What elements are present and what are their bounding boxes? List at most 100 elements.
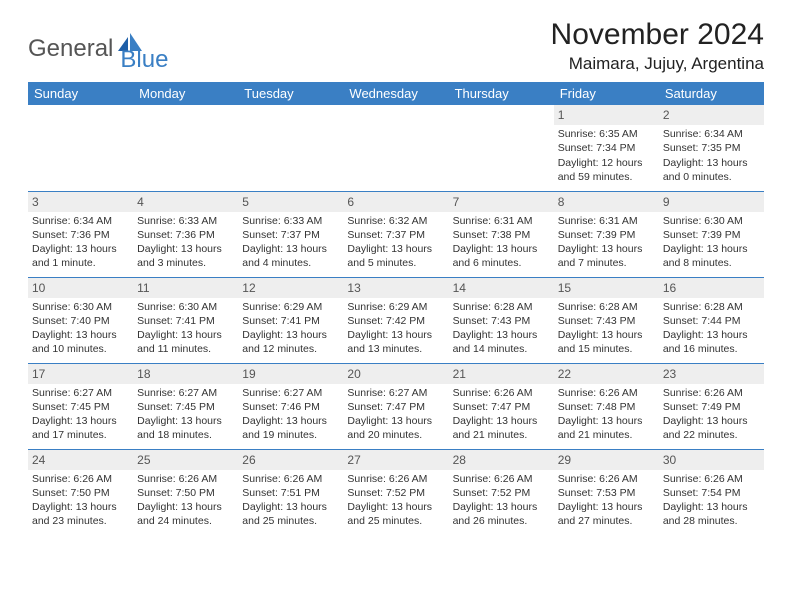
- daylight-text: Daylight: 13 hours: [32, 328, 129, 342]
- sunset-text: Sunset: 7:38 PM: [453, 228, 550, 242]
- day-number: 4: [133, 192, 238, 212]
- day-details: Sunrise: 6:26 AMSunset: 7:54 PMDaylight:…: [663, 472, 760, 529]
- weekday-header: Sunday: [28, 82, 133, 105]
- daylight-text: and 19 minutes.: [242, 428, 339, 442]
- daylight-text: Daylight: 12 hours: [558, 156, 655, 170]
- day-details: Sunrise: 6:26 AMSunset: 7:49 PMDaylight:…: [663, 386, 760, 443]
- day-details: Sunrise: 6:26 AMSunset: 7:50 PMDaylight:…: [32, 472, 129, 529]
- daylight-text: and 4 minutes.: [242, 256, 339, 270]
- calendar-day-cell: 12Sunrise: 6:29 AMSunset: 7:41 PMDayligh…: [238, 277, 343, 363]
- day-details: Sunrise: 6:29 AMSunset: 7:41 PMDaylight:…: [242, 300, 339, 357]
- calendar-day-cell: 27Sunrise: 6:26 AMSunset: 7:52 PMDayligh…: [343, 449, 448, 535]
- day-details: Sunrise: 6:26 AMSunset: 7:52 PMDaylight:…: [347, 472, 444, 529]
- sunrise-text: Sunrise: 6:30 AM: [663, 214, 760, 228]
- calendar-day-cell: 15Sunrise: 6:28 AMSunset: 7:43 PMDayligh…: [554, 277, 659, 363]
- day-details: Sunrise: 6:30 AMSunset: 7:39 PMDaylight:…: [663, 214, 760, 271]
- daylight-text: and 17 minutes.: [32, 428, 129, 442]
- day-details: Sunrise: 6:28 AMSunset: 7:43 PMDaylight:…: [558, 300, 655, 357]
- day-details: Sunrise: 6:26 AMSunset: 7:50 PMDaylight:…: [137, 472, 234, 529]
- daylight-text: and 14 minutes.: [453, 342, 550, 356]
- sunrise-text: Sunrise: 6:31 AM: [558, 214, 655, 228]
- calendar-day-cell: 19Sunrise: 6:27 AMSunset: 7:46 PMDayligh…: [238, 363, 343, 449]
- daylight-text: and 21 minutes.: [558, 428, 655, 442]
- daylight-text: and 20 minutes.: [347, 428, 444, 442]
- daylight-text: Daylight: 13 hours: [242, 242, 339, 256]
- day-details: Sunrise: 6:31 AMSunset: 7:39 PMDaylight:…: [558, 214, 655, 271]
- calendar-day-cell: 24Sunrise: 6:26 AMSunset: 7:50 PMDayligh…: [28, 449, 133, 535]
- sunset-text: Sunset: 7:48 PM: [558, 400, 655, 414]
- sunset-text: Sunset: 7:41 PM: [242, 314, 339, 328]
- sunset-text: Sunset: 7:52 PM: [347, 486, 444, 500]
- weekday-header: Monday: [133, 82, 238, 105]
- day-number: 23: [659, 364, 764, 384]
- header: General Blue November 2024 Maimara, Juju…: [28, 18, 764, 74]
- day-number: 26: [238, 450, 343, 470]
- daylight-text: Daylight: 13 hours: [663, 328, 760, 342]
- page-title: November 2024: [551, 18, 764, 52]
- day-details: Sunrise: 6:27 AMSunset: 7:45 PMDaylight:…: [32, 386, 129, 443]
- sunrise-text: Sunrise: 6:29 AM: [242, 300, 339, 314]
- daylight-text: Daylight: 13 hours: [32, 242, 129, 256]
- day-number: 2: [659, 105, 764, 125]
- daylight-text: Daylight: 13 hours: [347, 328, 444, 342]
- sunset-text: Sunset: 7:50 PM: [137, 486, 234, 500]
- daylight-text: Daylight: 13 hours: [453, 414, 550, 428]
- calendar-day-cell: 25Sunrise: 6:26 AMSunset: 7:50 PMDayligh…: [133, 449, 238, 535]
- sunset-text: Sunset: 7:35 PM: [663, 141, 760, 155]
- day-details: Sunrise: 6:35 AMSunset: 7:34 PMDaylight:…: [558, 127, 655, 184]
- sunrise-text: Sunrise: 6:32 AM: [347, 214, 444, 228]
- brand-logo: General Blue: [28, 18, 168, 74]
- daylight-text: Daylight: 13 hours: [32, 500, 129, 514]
- sunset-text: Sunset: 7:43 PM: [558, 314, 655, 328]
- calendar-week-row: 1Sunrise: 6:35 AMSunset: 7:34 PMDaylight…: [28, 105, 764, 191]
- sunrise-text: Sunrise: 6:26 AM: [663, 472, 760, 486]
- weekday-header-row: Sunday Monday Tuesday Wednesday Thursday…: [28, 82, 764, 105]
- sunrise-text: Sunrise: 6:33 AM: [137, 214, 234, 228]
- day-number: 25: [133, 450, 238, 470]
- sunset-text: Sunset: 7:45 PM: [32, 400, 129, 414]
- sunset-text: Sunset: 7:39 PM: [558, 228, 655, 242]
- location: Maimara, Jujuy, Argentina: [551, 54, 764, 74]
- daylight-text: Daylight: 13 hours: [347, 242, 444, 256]
- calendar-day-cell: 23Sunrise: 6:26 AMSunset: 7:49 PMDayligh…: [659, 363, 764, 449]
- sunset-text: Sunset: 7:46 PM: [242, 400, 339, 414]
- daylight-text: and 22 minutes.: [663, 428, 760, 442]
- daylight-text: and 21 minutes.: [453, 428, 550, 442]
- sunrise-text: Sunrise: 6:26 AM: [558, 472, 655, 486]
- sunrise-text: Sunrise: 6:33 AM: [242, 214, 339, 228]
- sunrise-text: Sunrise: 6:26 AM: [242, 472, 339, 486]
- weekday-header: Thursday: [449, 82, 554, 105]
- day-number: 17: [28, 364, 133, 384]
- daylight-text: and 18 minutes.: [137, 428, 234, 442]
- sunset-text: Sunset: 7:54 PM: [663, 486, 760, 500]
- sunset-text: Sunset: 7:50 PM: [32, 486, 129, 500]
- calendar-day-cell: 3Sunrise: 6:34 AMSunset: 7:36 PMDaylight…: [28, 191, 133, 277]
- daylight-text: and 8 minutes.: [663, 256, 760, 270]
- day-number: 1: [554, 105, 659, 125]
- day-number: 13: [343, 278, 448, 298]
- day-number: 8: [554, 192, 659, 212]
- calendar-table: Sunday Monday Tuesday Wednesday Thursday…: [28, 82, 764, 535]
- calendar-week-row: 17Sunrise: 6:27 AMSunset: 7:45 PMDayligh…: [28, 363, 764, 449]
- daylight-text: and 25 minutes.: [242, 514, 339, 528]
- calendar-day-cell: 21Sunrise: 6:26 AMSunset: 7:47 PMDayligh…: [449, 363, 554, 449]
- calendar-day-cell: [449, 105, 554, 191]
- day-details: Sunrise: 6:29 AMSunset: 7:42 PMDaylight:…: [347, 300, 444, 357]
- calendar-day-cell: 30Sunrise: 6:26 AMSunset: 7:54 PMDayligh…: [659, 449, 764, 535]
- daylight-text: and 0 minutes.: [663, 170, 760, 184]
- sunset-text: Sunset: 7:45 PM: [137, 400, 234, 414]
- sunset-text: Sunset: 7:44 PM: [663, 314, 760, 328]
- calendar-day-cell: 14Sunrise: 6:28 AMSunset: 7:43 PMDayligh…: [449, 277, 554, 363]
- day-number: 12: [238, 278, 343, 298]
- day-number: 18: [133, 364, 238, 384]
- sunrise-text: Sunrise: 6:35 AM: [558, 127, 655, 141]
- calendar-day-cell: 8Sunrise: 6:31 AMSunset: 7:39 PMDaylight…: [554, 191, 659, 277]
- daylight-text: and 25 minutes.: [347, 514, 444, 528]
- sunset-text: Sunset: 7:43 PM: [453, 314, 550, 328]
- calendar-day-cell: 6Sunrise: 6:32 AMSunset: 7:37 PMDaylight…: [343, 191, 448, 277]
- brand-blue: Blue: [120, 46, 168, 74]
- daylight-text: Daylight: 13 hours: [32, 414, 129, 428]
- sunrise-text: Sunrise: 6:28 AM: [663, 300, 760, 314]
- calendar-day-cell: 20Sunrise: 6:27 AMSunset: 7:47 PMDayligh…: [343, 363, 448, 449]
- day-number: 5: [238, 192, 343, 212]
